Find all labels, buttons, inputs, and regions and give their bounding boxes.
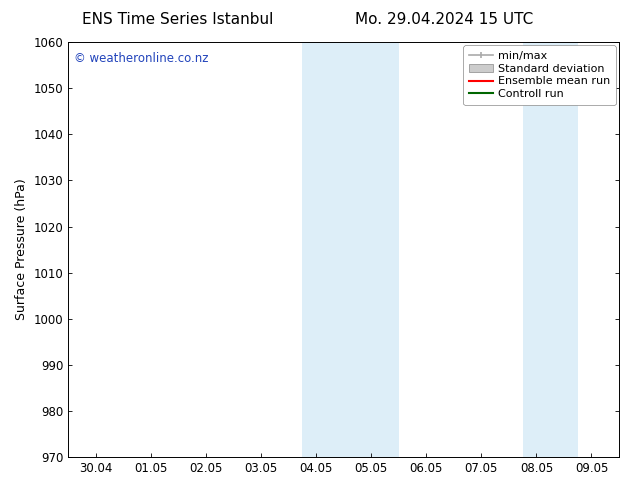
Text: Mo. 29.04.2024 15 UTC: Mo. 29.04.2024 15 UTC	[355, 12, 533, 27]
Legend: min/max, Standard deviation, Ensemble mean run, Controll run: min/max, Standard deviation, Ensemble me…	[463, 46, 616, 105]
Bar	[302, 42, 399, 457]
Bar	[522, 42, 578, 457]
Y-axis label: Surface Pressure (hPa): Surface Pressure (hPa)	[15, 179, 28, 320]
Text: © weatheronline.co.nz: © weatheronline.co.nz	[74, 52, 208, 66]
Text: ENS Time Series Istanbul: ENS Time Series Istanbul	[82, 12, 274, 27]
